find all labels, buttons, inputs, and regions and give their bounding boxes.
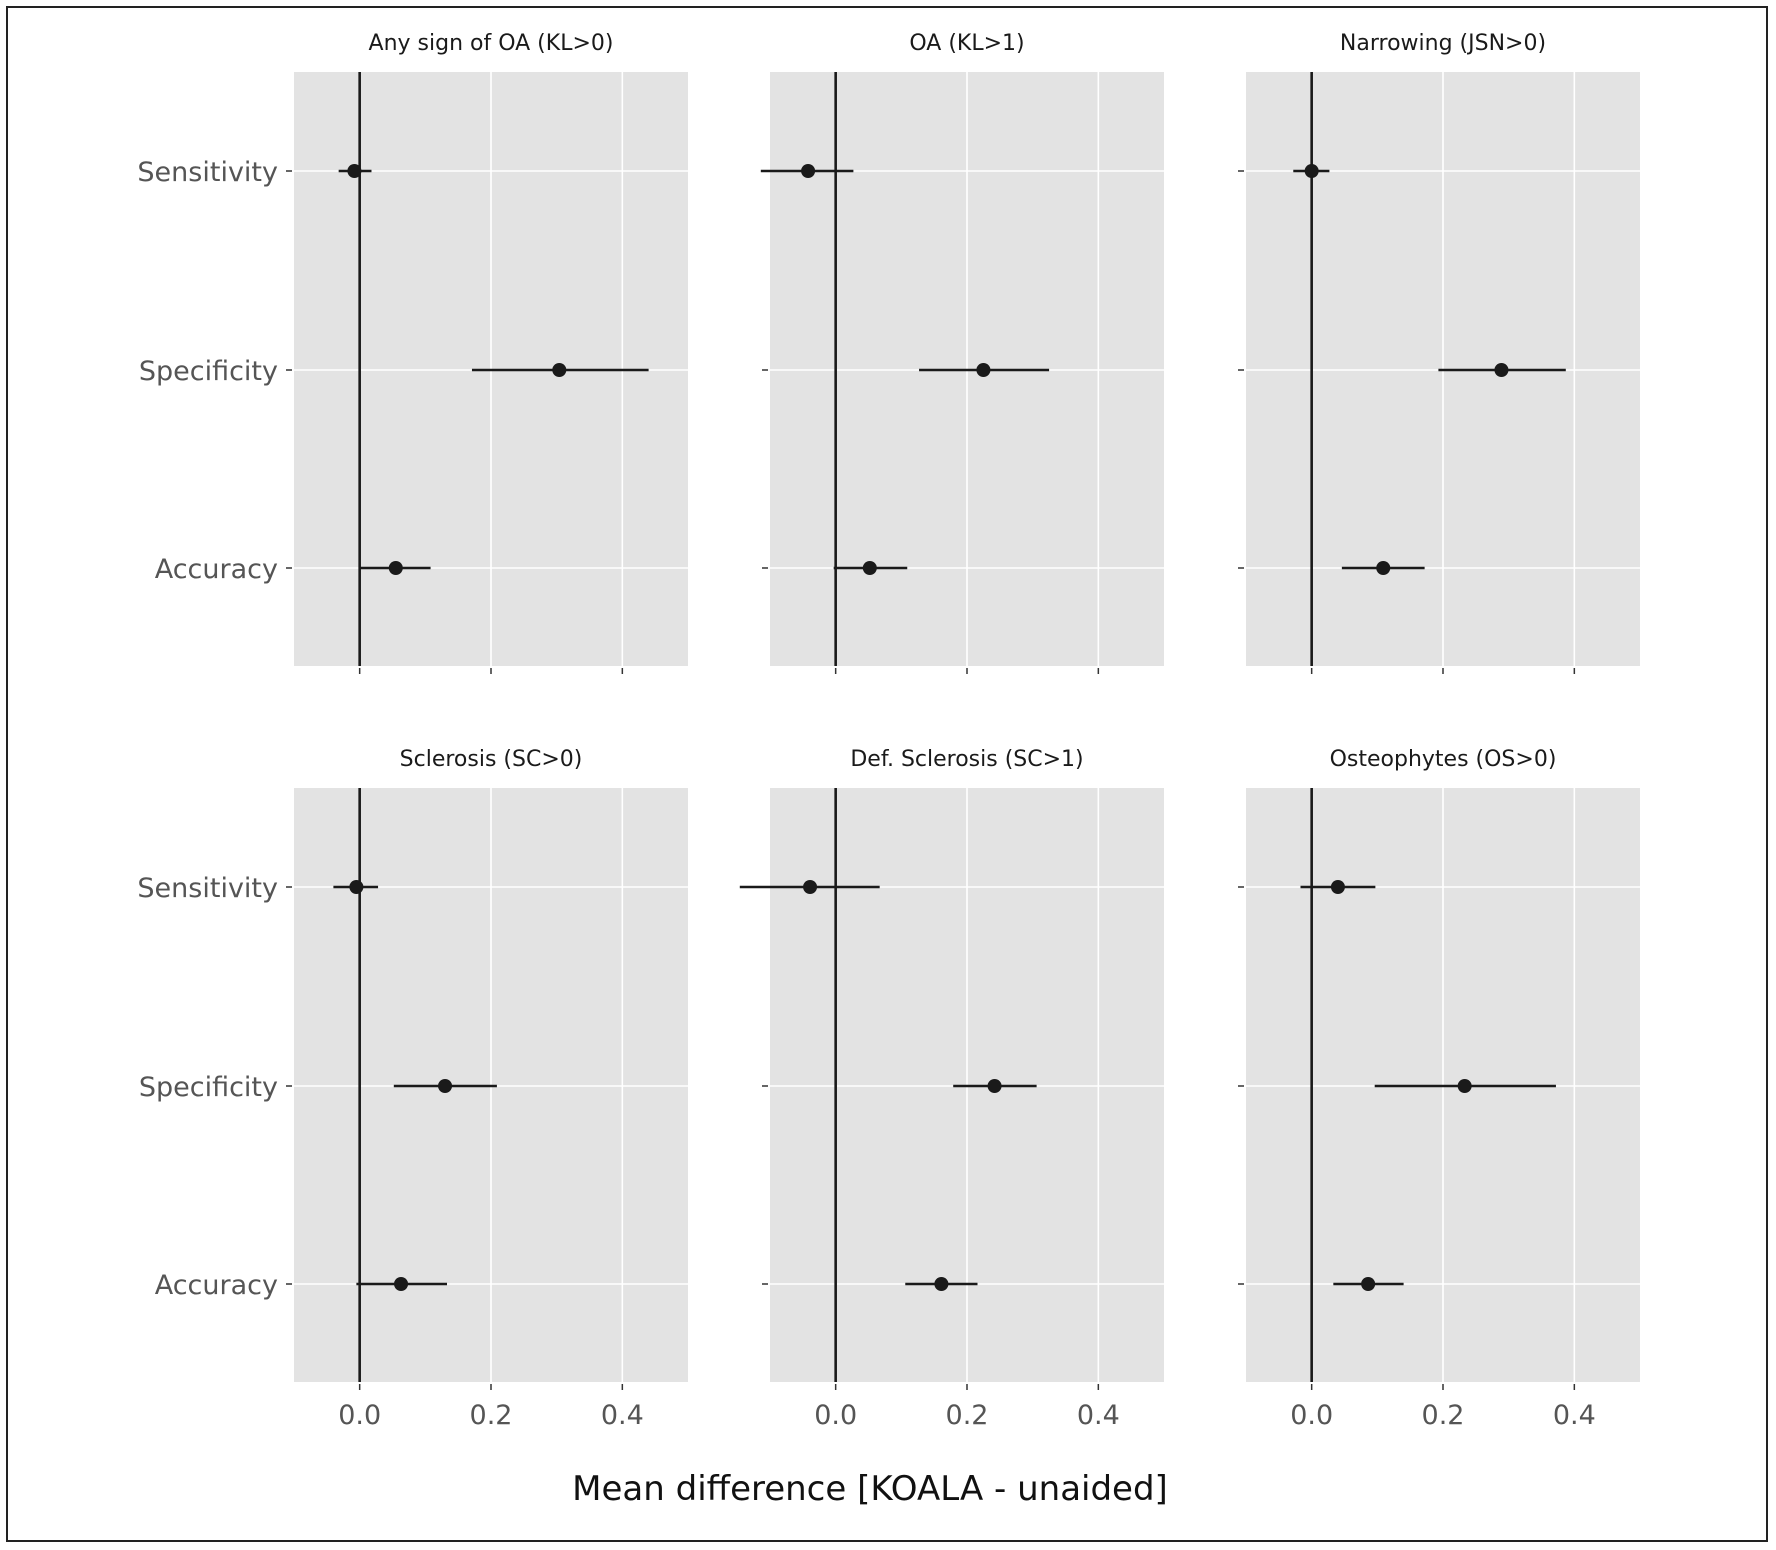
x-tick-label: 0.4 [601,1400,644,1431]
panel-title: Any sign of OA (KL>0) [369,31,614,56]
x-axis-title: Mean difference [KOALA - unaided] [572,1469,1168,1509]
mean-point [552,363,567,377]
mean-point [1330,880,1345,894]
mean-point [976,363,991,377]
mean-point [1376,561,1391,575]
mean-point [1457,1079,1472,1093]
mean-point [1361,1277,1376,1291]
mean-point [438,1079,453,1093]
y-tick-label: Accuracy [155,1270,278,1301]
y-tick-label: Sensitivity [137,873,278,904]
y-tick-label: Accuracy [155,554,278,585]
panel-title: Osteophytes (OS>0) [1330,747,1557,772]
mean-point [388,561,403,575]
mean-point [347,164,362,178]
panel-title: Narrowing (JSN>0) [1340,31,1546,56]
panel-title: Sclerosis (SC>0) [400,747,583,772]
mean-point [987,1079,1002,1093]
x-tick-label: 0.0 [338,1400,381,1431]
mean-point [801,164,816,178]
x-tick-label: 0.2 [946,1400,989,1431]
y-tick-label: Specificity [139,1072,278,1103]
panel-title: OA (KL>1) [909,31,1024,56]
panel-title: Def. Sclerosis (SC>1) [850,747,1083,772]
y-tick-label: Sensitivity [137,157,278,188]
mean-point [1304,164,1319,178]
mean-point [394,1277,409,1291]
mean-point [862,561,877,575]
mean-point [349,880,364,894]
mean-point [934,1277,949,1291]
x-tick-label: 0.2 [470,1400,513,1431]
x-tick-label: 0.2 [1422,1400,1465,1431]
y-tick-label: Specificity [139,356,278,387]
mean-point [1494,363,1509,377]
x-tick-label: 0.0 [814,1400,857,1431]
x-tick-label: 0.0 [1290,1400,1333,1431]
x-tick-label: 0.4 [1077,1400,1120,1431]
x-tick-label: 0.4 [1553,1400,1596,1431]
mean-point [803,880,818,894]
